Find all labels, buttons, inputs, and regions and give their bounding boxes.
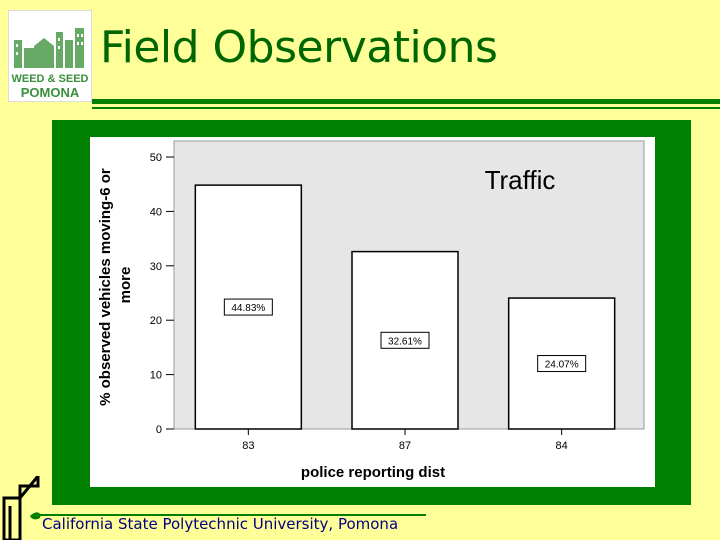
bars-layer: 44.83% 32.61% 24.07% (194, 184, 616, 430)
y-axis-label: % observed vehicles moving-6 or more (97, 164, 134, 406)
y-tick-label: 0 (156, 424, 162, 436)
axis-layer: 0 10 20 30 40 50 83 87 84 (150, 152, 568, 452)
weed-and-seed-logo: WEED & SEED POMONA (8, 10, 92, 102)
data-label-box (223, 298, 273, 316)
logo-line1: WEED & SEED (11, 73, 88, 85)
data-label: 44.83% (231, 303, 265, 314)
footer-text: California State Polytechnic University,… (42, 515, 399, 533)
data-label-box (380, 331, 430, 349)
footer-rule (36, 514, 426, 516)
data-label: 24.07% (545, 360, 579, 371)
y-tick-label: 30 (150, 261, 162, 273)
chart-title: Traffic (485, 165, 556, 195)
cal-poly-logo (2, 476, 41, 540)
x-tick-label: 87 (399, 440, 411, 452)
y-tick-label: 50 (150, 152, 162, 164)
x-tick-label: 84 (556, 440, 568, 452)
title-rule (92, 99, 720, 104)
bar-chart: Traffic 44.83% 32.61% 24.07% 0 10 20 30 40 50 83… (90, 137, 655, 487)
logo-line2: POMONA (21, 85, 80, 100)
data-label: 32.61% (388, 336, 422, 347)
slide-title: Field Observations (100, 22, 498, 73)
y-tick-label: 20 (150, 315, 162, 327)
y-tick-label: 40 (150, 206, 162, 218)
x-tick-label: 83 (242, 440, 254, 452)
y-tick-label: 10 (150, 370, 162, 382)
title-rule-thin (92, 107, 720, 109)
x-axis-label: police reporting dist (301, 464, 445, 481)
data-label-box (537, 355, 587, 373)
